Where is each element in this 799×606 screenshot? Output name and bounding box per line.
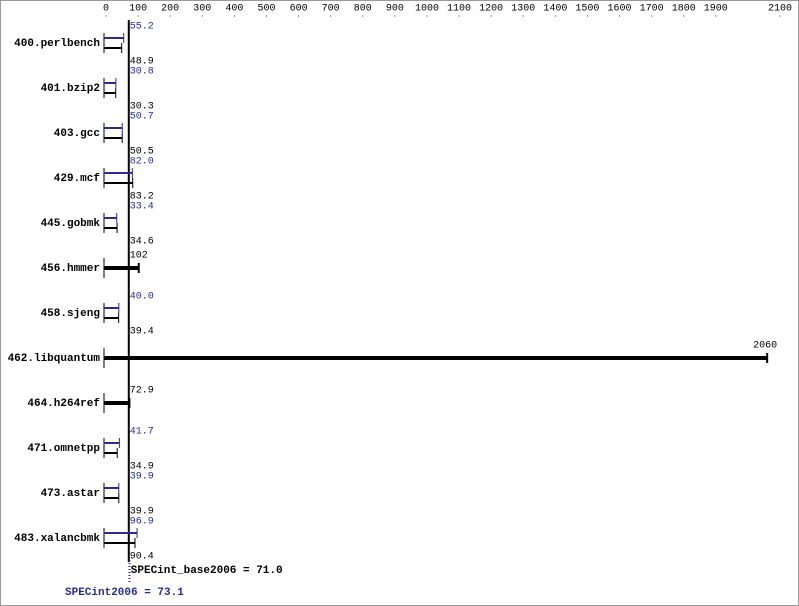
value-label: 39.9 bbox=[130, 472, 154, 483]
category-label: 401.bzip2 bbox=[41, 83, 100, 95]
bar bbox=[104, 307, 119, 309]
x-tick-label: 1400 bbox=[543, 4, 567, 15]
category-label: 473.astar bbox=[41, 488, 100, 500]
x-tick-label: 0 bbox=[103, 4, 109, 15]
x-tick-label: 600 bbox=[290, 4, 308, 15]
value-label: 30.8 bbox=[130, 67, 154, 78]
value-label: 102 bbox=[130, 251, 148, 262]
value-label: 33.4 bbox=[130, 202, 154, 213]
x-tick-label: 200 bbox=[161, 4, 179, 15]
value-label: 50.7 bbox=[130, 112, 154, 123]
bar bbox=[104, 227, 118, 229]
x-tick-label: 1800 bbox=[672, 4, 696, 15]
x-tick-label: 700 bbox=[322, 4, 340, 15]
value-label: 82.0 bbox=[130, 157, 154, 168]
bar bbox=[104, 82, 116, 84]
value-label: 39.4 bbox=[130, 327, 154, 338]
category-label: 445.gobmk bbox=[41, 218, 101, 230]
value-label: 50.5 bbox=[130, 147, 154, 158]
value-label: 41.7 bbox=[130, 427, 154, 438]
value-label: 2060 bbox=[753, 341, 777, 352]
bar bbox=[104, 182, 133, 184]
bar bbox=[104, 497, 119, 499]
category-label: 400.perlbench bbox=[14, 38, 100, 50]
value-label: 48.9 bbox=[130, 57, 154, 68]
value-label: 34.6 bbox=[130, 237, 154, 248]
x-tick-label: 1600 bbox=[608, 4, 632, 15]
x-tick-label: 1700 bbox=[640, 4, 664, 15]
value-label: 55.2 bbox=[130, 22, 154, 33]
x-tick-label: 1300 bbox=[511, 4, 535, 15]
category-label: 429.mcf bbox=[54, 173, 101, 185]
bar bbox=[104, 487, 119, 489]
bar bbox=[104, 37, 124, 39]
x-tick-label: 1200 bbox=[479, 4, 503, 15]
value-label: 96.9 bbox=[130, 517, 154, 528]
category-label: 471.omnetpp bbox=[27, 443, 100, 455]
x-tick-label: 1500 bbox=[575, 4, 599, 15]
category-label: 464.h264ref bbox=[27, 398, 100, 410]
bar bbox=[104, 542, 136, 544]
category-label: 483.xalancbmk bbox=[14, 533, 100, 545]
bar bbox=[104, 401, 130, 405]
x-tick-label: 300 bbox=[193, 4, 211, 15]
bar bbox=[104, 217, 117, 219]
category-label: 403.gcc bbox=[54, 128, 100, 140]
x-tick-label: 800 bbox=[354, 4, 372, 15]
value-label: 34.9 bbox=[130, 462, 154, 473]
reference-label: SPECint_base2006 = 71.0 bbox=[131, 565, 283, 577]
value-label: 40.0 bbox=[130, 292, 154, 303]
bar bbox=[104, 137, 123, 139]
bar bbox=[104, 452, 118, 454]
x-tick-label: 400 bbox=[225, 4, 243, 15]
reference-label: SPECint2006 = 73.1 bbox=[65, 587, 184, 599]
bar bbox=[104, 47, 122, 49]
x-tick-label: 500 bbox=[257, 4, 275, 15]
x-tick-label: 1000 bbox=[415, 4, 439, 15]
bar bbox=[104, 356, 768, 360]
bar bbox=[104, 442, 120, 444]
category-label: 462.libquantum bbox=[8, 353, 101, 365]
value-label: 39.9 bbox=[130, 507, 154, 518]
bar bbox=[104, 127, 123, 129]
x-tick-label: 2100 bbox=[768, 4, 792, 15]
value-label: 90.4 bbox=[130, 552, 154, 563]
x-tick-label: 1900 bbox=[704, 4, 728, 15]
x-tick-label: 100 bbox=[129, 4, 147, 15]
category-label: 456.hmmer bbox=[41, 263, 100, 275]
x-tick-label: 1100 bbox=[447, 4, 471, 15]
bar bbox=[104, 317, 119, 319]
value-label: 30.3 bbox=[130, 102, 154, 113]
bar bbox=[104, 532, 138, 534]
bar bbox=[104, 266, 139, 270]
category-label: 458.sjeng bbox=[41, 308, 100, 320]
value-label: 72.9 bbox=[130, 386, 154, 397]
x-tick-label: 900 bbox=[386, 4, 404, 15]
bar bbox=[104, 92, 116, 94]
bar bbox=[104, 172, 133, 174]
value-label: 83.2 bbox=[130, 192, 154, 203]
